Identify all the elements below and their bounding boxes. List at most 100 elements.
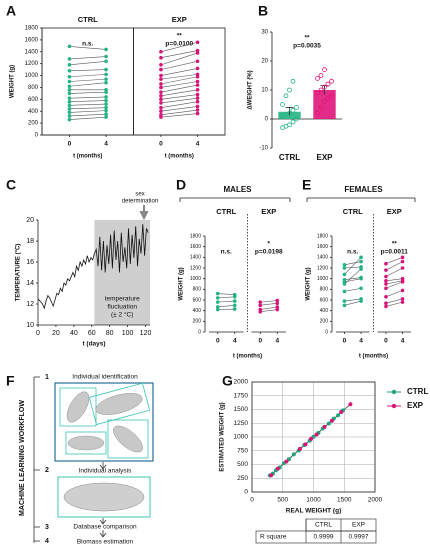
point [104,102,108,106]
significance: ** [304,35,310,42]
pair-line [69,74,107,78]
pair-line [160,89,198,97]
point [287,110,292,116]
point [67,91,72,96]
point [232,299,237,303]
point [275,298,280,303]
pair-line [217,308,235,310]
point [104,108,108,113]
pair-line [69,69,107,72]
point [339,409,344,414]
x-axis-label: REAL WEIGHT (g) [286,508,342,515]
pair-line [217,305,235,308]
pair-line [260,306,278,310]
point [275,466,280,471]
table-header: CTRL [315,522,332,529]
pair-line [385,280,403,285]
y-tick-label: 14 [26,280,34,287]
point [67,69,72,73]
y-tick-label: 20 [26,217,34,224]
point [400,288,405,293]
pair-line [160,84,198,93]
y-tick-label: 1200 [190,265,201,271]
step-label: Individual identification [72,374,138,381]
panel-letter: G [222,373,233,389]
table-row-label: R square [260,534,287,541]
table-row [255,530,377,544]
pair-line [69,103,107,106]
point [315,110,320,116]
pair-line [260,309,278,313]
point [384,282,388,286]
point [67,103,72,108]
pair-line [160,81,198,88]
y-axis-label: WEIGHT (g) [10,65,16,98]
arrow [99,462,107,470]
panel-letter: E [302,177,311,193]
point [309,436,314,441]
panel-header: FEMALES [344,185,383,194]
table-cell: 0.9997 [349,534,369,541]
point [159,115,163,119]
point [291,452,296,457]
y-tick-label: 1600 [190,244,201,250]
plot-frame [251,381,376,493]
pair-line [385,278,403,282]
y-tick-label: 1000 [25,73,39,79]
point [67,88,72,92]
pair-line [217,293,235,295]
x-tick-label: 60 [88,330,96,337]
group-name: EXP [172,15,187,24]
point [325,81,331,87]
pair-line [344,268,362,285]
point [384,304,388,309]
x-tick-label: 20 [52,330,60,337]
point [315,76,320,81]
y-tick-label: 200 [28,121,39,127]
point [400,297,405,301]
point [290,78,296,84]
y-tick-label: 200 [320,319,329,325]
point [322,99,327,104]
pair-line [160,60,198,70]
point [232,295,237,299]
y-tick-label: 800 [320,287,329,293]
y-tick-label: 1200 [25,61,39,67]
pair-line [160,76,198,85]
point [342,303,347,308]
point [67,74,72,79]
x-tick-label: 0 [343,338,347,345]
pair-line [69,78,107,82]
y-tick-label: 10 [26,322,34,329]
x-tick-label: 4 [401,338,405,345]
point [322,67,327,73]
step-label: Database comparison [73,524,137,531]
point [195,40,200,45]
point [287,122,292,128]
panel-letter: B [258,3,268,19]
point [159,82,163,86]
pair-line [344,287,362,292]
y-tick-label: 2000 [234,379,249,386]
point [67,107,72,111]
point [384,286,388,291]
pair-line [160,74,198,80]
shaded-region [94,220,150,325]
point [297,446,302,451]
point [159,85,163,90]
pair-line [69,60,107,66]
point [104,105,108,110]
arrow [99,518,107,525]
point [104,54,108,59]
pair-line [160,41,198,53]
point [159,73,163,78]
group-name: EXP [387,207,402,216]
x-tick-label: CTRL [279,153,300,162]
point [195,104,200,109]
pair-line [344,300,362,306]
y-tick-label: 250 [237,475,248,482]
point [104,72,108,77]
pair-line [69,100,107,103]
point [318,73,324,78]
fish [95,393,143,415]
